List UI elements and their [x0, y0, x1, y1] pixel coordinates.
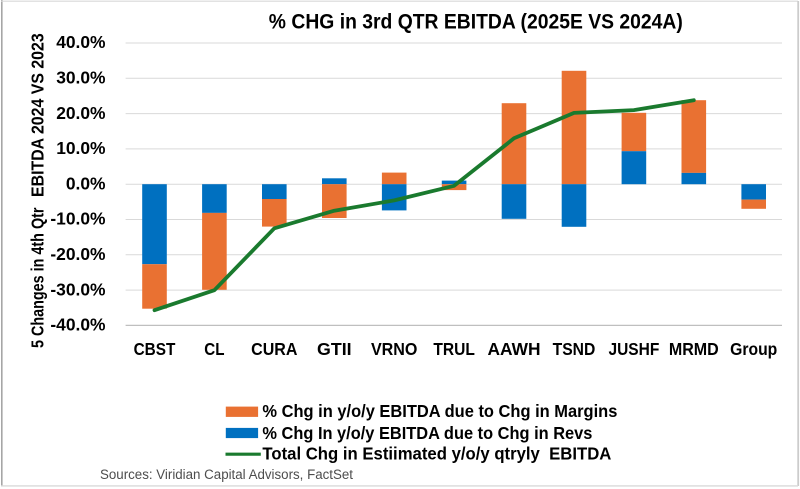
- svg-text:-40.0%: -40.0%: [50, 315, 105, 335]
- svg-text:VRNO: VRNO: [371, 339, 418, 359]
- svg-text:GTII: GTII: [317, 339, 352, 359]
- svg-text:% CHG in 3rd QTR EBITDA (2025E: % CHG in 3rd QTR EBITDA (2025E VS 2024A): [269, 10, 683, 33]
- svg-text:0.0%: 0.0%: [66, 173, 106, 193]
- svg-text:Group: Group: [730, 339, 777, 359]
- svg-text:TRUL: TRUL: [433, 339, 475, 359]
- svg-text:AAWH: AAWH: [488, 339, 541, 359]
- svg-text:-20.0%: -20.0%: [50, 244, 105, 264]
- svg-text:% Chg In y/o/y EBITDA due to C: % Chg In y/o/y EBITDA due to Chg in Revs: [262, 423, 592, 443]
- svg-text:MRMD: MRMD: [669, 339, 719, 359]
- svg-text:CBST: CBST: [134, 339, 176, 359]
- svg-text:5 Changes in 4th Qtr: 5 Changes in 4th Qtr: [28, 207, 48, 348]
- svg-text:10.0%: 10.0%: [56, 138, 105, 158]
- svg-text:Sources: Viridian Capital Advi: Sources: Viridian Capital Advisors, Fact…: [100, 467, 353, 483]
- svg-text:30.0%: 30.0%: [56, 68, 105, 88]
- svg-text:JUSHF: JUSHF: [609, 339, 660, 359]
- svg-text:TSND: TSND: [553, 339, 596, 359]
- svg-text:EBITDA 2024 VS 2023: EBITDA 2024 VS 2023: [28, 33, 48, 197]
- svg-text:CL: CL: [204, 339, 224, 359]
- svg-text:40.0%: 40.0%: [56, 32, 105, 52]
- svg-text:% Chg in y/o/y EBITDA due to C: % Chg in y/o/y EBITDA due to Chg in Marg…: [262, 401, 617, 421]
- svg-text:20.0%: 20.0%: [56, 103, 105, 123]
- svg-text:-30.0%: -30.0%: [50, 279, 105, 299]
- svg-text:-10.0%: -10.0%: [50, 209, 105, 229]
- svg-text:CURA: CURA: [251, 339, 298, 359]
- svg-text:Total Chg in Estiimated y/o/y: Total Chg in Estiimated y/o/y qtryly EBI…: [262, 443, 611, 463]
